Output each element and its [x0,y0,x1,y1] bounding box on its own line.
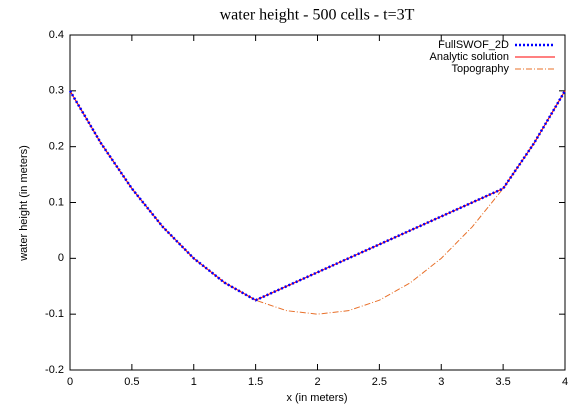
chart-title: water height - 500 cells - t=3T [220,7,415,24]
y-tick-label: -0.1 [45,308,64,320]
x-axis-label: x (in meters) [286,392,347,404]
y-tick-label: 0.3 [49,85,64,97]
series-line [69,90,566,315]
y-tick-label: 0.1 [49,196,64,208]
legend-label: FullSWOF_2D [438,39,509,51]
x-tick-label: 4 [562,376,568,388]
x-tick-label: 0.5 [124,376,139,388]
y-tick-label: 0.4 [49,29,64,41]
x-tick-label: 3.5 [495,376,510,388]
series-line [68,90,567,302]
x-tick-label: 3 [438,376,444,388]
legend-label: Analytic solution [430,51,510,63]
x-tick-label: 2.5 [372,376,387,388]
x-tick-label: 1 [191,376,197,388]
x-tick-label: 0 [67,376,73,388]
y-axis-label: water height (in meters) [18,145,30,262]
legend-label: Topography [452,63,510,75]
series-line [69,90,566,301]
plot-frame [69,34,566,371]
y-tick-label: 0.2 [49,141,64,153]
x-tick-label: 2 [314,376,320,388]
x-tick-label: 1.5 [248,376,263,388]
y-tick-label: -0.2 [45,364,64,376]
y-tick-label: 0 [58,252,64,264]
